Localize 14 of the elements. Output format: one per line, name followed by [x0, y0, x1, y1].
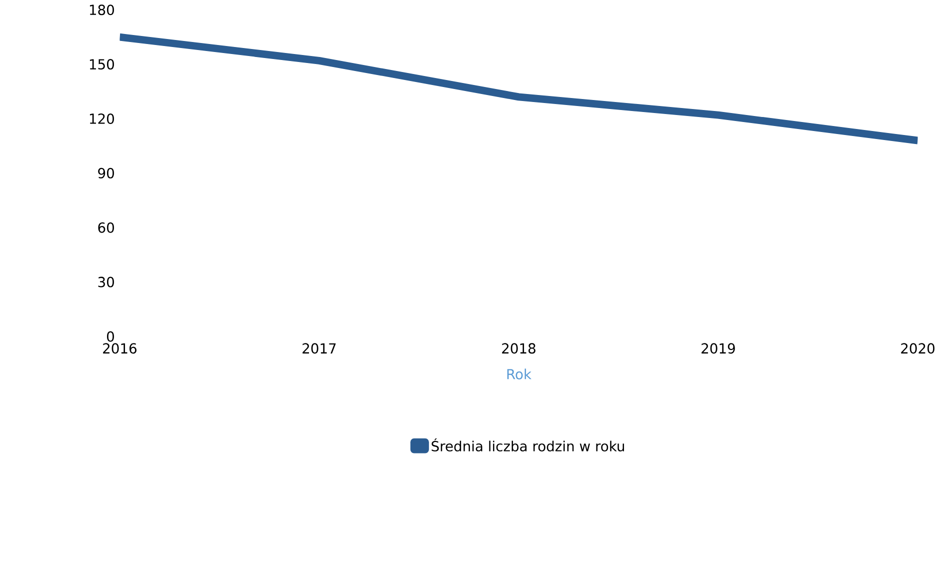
y-tick-label: 120: [90, 114, 114, 124]
y-tick-label: 30: [98, 277, 114, 288]
x-tick-label: 2020: [901, 343, 934, 354]
x-tick-label: 2016: [103, 343, 136, 354]
legend-label: Średnia liczba rodzin w roku: [432, 438, 624, 452]
y-tick-label: 90: [98, 168, 114, 179]
y-tick-label: 60: [98, 222, 114, 234]
x-tick-label: 2018: [502, 343, 536, 354]
x-axis-title: Rok: [507, 368, 532, 380]
x-tick-label: 2019: [702, 343, 735, 354]
y-tick-label: 180: [90, 4, 114, 16]
y-tick-label: 0: [106, 331, 114, 342]
x-tick-label: 2017: [302, 343, 336, 354]
y-tick-label: 150: [90, 59, 114, 70]
